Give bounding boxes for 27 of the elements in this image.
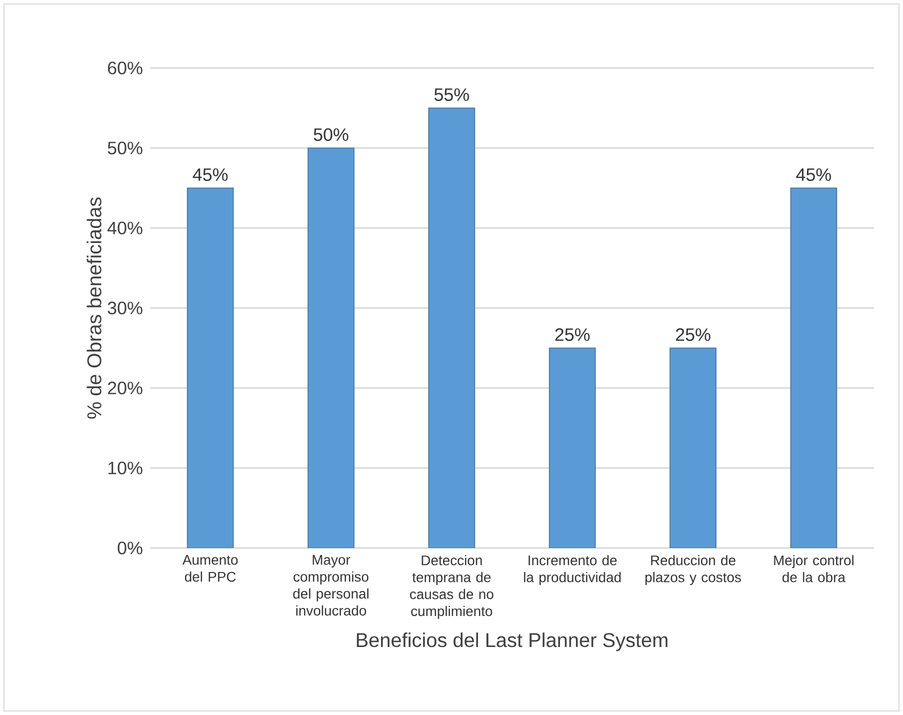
y-axis-title: % de Obras beneficiadas (86, 197, 102, 419)
data-label: 55% (434, 88, 469, 101)
y-tick-label: 60% (108, 62, 142, 74)
bar (308, 148, 354, 548)
bar (186, 188, 234, 548)
data-label: 45% (192, 168, 228, 181)
x-axis-title: Beneficios del Last Planner System (356, 632, 668, 652)
y-tick-label: 10% (108, 462, 142, 474)
data-label: 25% (676, 328, 710, 341)
x-tick-label: Mayor compromiso del personal involucrado (293, 555, 368, 616)
bar (428, 108, 476, 548)
bar (548, 348, 596, 548)
y-tick-label: 20% (108, 382, 142, 394)
data-label: 25% (555, 328, 590, 341)
y-tick-label: 40% (107, 222, 142, 234)
bar (790, 188, 838, 548)
x-tick-label: Incremento de la productividad (524, 555, 621, 585)
bar (670, 348, 716, 548)
x-tick-label: Mejor control de la obra (774, 555, 854, 582)
data-label: 50% (314, 128, 348, 141)
x-tick-label: Reduccion de plazos y costos (645, 555, 741, 585)
y-tick-label: 0% (118, 542, 142, 554)
x-tick-label: Deteccion temprana de causas de no cumplimiento (410, 555, 494, 619)
y-tick-label: 30% (108, 302, 142, 314)
y-tick-label: 50% (108, 142, 142, 154)
data-label: 45% (796, 168, 831, 181)
x-tick-label: Aumento del PPC (182, 555, 238, 582)
